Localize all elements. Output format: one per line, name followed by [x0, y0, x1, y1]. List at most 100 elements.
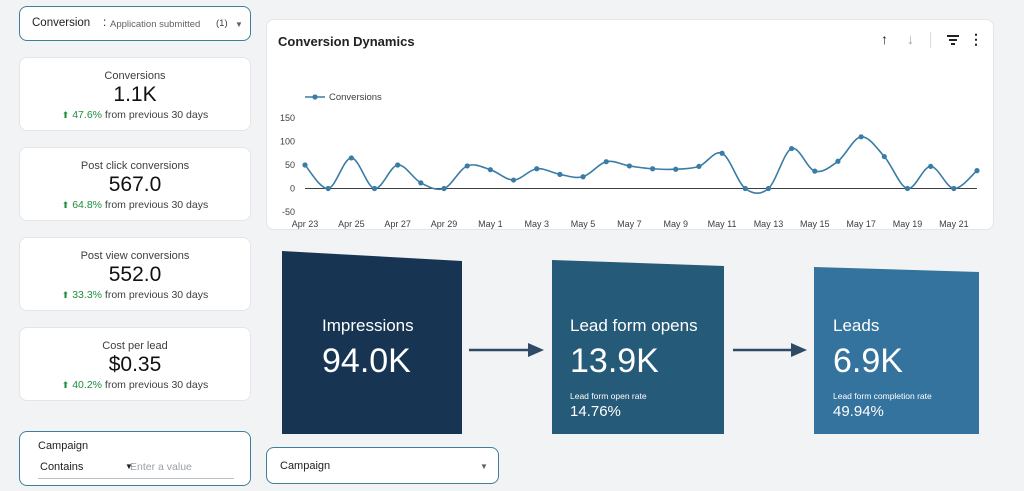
data-point — [904, 185, 911, 192]
kpi-label: Post view conversions — [80, 250, 190, 262]
kpi-card-post-view: Post view conversions 552.0 ⬆ 33.3% from… — [19, 237, 251, 311]
arrow-up-icon[interactable]: ↑ — [881, 31, 888, 47]
kpi-card-post-click: Post click conversions 567.0 ⬆ 64.8% fro… — [19, 147, 251, 221]
data-point — [557, 171, 563, 177]
x-tick-label: May 21 — [939, 219, 969, 229]
funnel-rate-value: 14.76% — [570, 403, 621, 420]
data-point — [881, 153, 887, 160]
funnel-stage-value: 6.9K — [833, 342, 903, 380]
x-tick-label: May 7 — [617, 219, 642, 229]
data-point — [603, 159, 609, 165]
y-tick-label: 100 — [280, 137, 295, 147]
y-tick-label: 0 — [290, 184, 295, 194]
funnel-stage-impressions: Impressions 94.0K — [322, 316, 414, 381]
data-point — [626, 163, 633, 169]
legend-label: Conversions — [329, 92, 382, 103]
x-tick-label: May 1 — [478, 219, 503, 229]
kpi-label: Post click conversions — [80, 160, 190, 172]
funnel-stage-value: 13.9K — [570, 342, 659, 380]
funnel-stage-lead-form-opens: Lead form opens 13.9K Lead form open rat… — [570, 316, 698, 420]
x-tick-label: Apr 27 — [384, 219, 411, 229]
data-point — [696, 163, 702, 170]
funnel-stage-title: Impressions — [322, 316, 414, 335]
kpi-delta: ⬆ 40.2% from previous 30 days — [61, 379, 209, 391]
data-point — [395, 162, 401, 168]
campaign-filter: Campaign Contains ▼ Enter a value — [19, 431, 251, 486]
arrow-right-icon — [469, 343, 544, 357]
data-point — [302, 162, 308, 168]
conversion-filter-label: Conversion — [32, 17, 91, 29]
filter-icon[interactable] — [947, 35, 959, 45]
data-point — [487, 167, 493, 173]
conversion-dynamics-chart: Conversion Dynamics ↑ ↓ ⋮ 150 100 50 0 -50 Ap… — [266, 19, 994, 230]
x-tick-label: May 13 — [754, 219, 784, 229]
data-point — [371, 185, 378, 192]
chart-title: Conversion Dynamics — [278, 34, 415, 49]
kpi-value: 567.0 — [108, 173, 162, 196]
data-point — [649, 166, 656, 172]
data-point — [441, 185, 447, 192]
x-tick-label: May 9 — [664, 219, 689, 229]
kpi-value: 1.1K — [113, 83, 157, 106]
data-point — [789, 145, 795, 152]
funnel-stage-title: Lead form opens — [570, 316, 698, 335]
kpi-card-cost-per-lead: Cost per lead $0.35 ⬆ 40.2% from previou… — [19, 327, 251, 401]
data-point — [534, 166, 540, 172]
kpi-label: Cost per lead — [102, 340, 168, 352]
x-tick-label: May 3 — [524, 219, 549, 229]
data-point — [742, 185, 748, 192]
chevron-down-icon[interactable]: ▼ — [235, 20, 243, 29]
funnel-rate-label: Lead form open rate — [570, 391, 647, 401]
more-vert-icon[interactable]: ⋮ — [969, 31, 983, 47]
campaign-dropdown[interactable]: Campaign ▼ — [266, 447, 499, 484]
data-point — [974, 168, 980, 174]
campaign-value-input[interactable]: Enter a value — [128, 458, 234, 479]
legend-marker — [312, 94, 318, 100]
arrow-up-icon: ⬆ — [61, 290, 70, 300]
x-tick-label: May 5 — [571, 219, 596, 229]
funnel-stage-leads: Leads 6.9K Lead form completion rate 49.… — [833, 316, 932, 420]
x-tick-label: Apr 29 — [431, 219, 458, 229]
kpi-delta: ⬆ 64.8% from previous 30 days — [61, 199, 209, 211]
x-tick-label: May 11 — [708, 219, 737, 229]
campaign-filter-label: Campaign — [38, 440, 89, 452]
data-point — [348, 155, 354, 161]
kpi-value: $0.35 — [108, 353, 162, 376]
operator-select[interactable]: Contains ▼ — [38, 458, 140, 479]
series-line — [304, 136, 978, 194]
arrow-up-icon: ⬆ — [61, 110, 70, 120]
data-point — [858, 134, 864, 140]
kpi-label: Conversions — [104, 70, 166, 82]
data-point — [719, 150, 725, 156]
data-point — [928, 163, 934, 170]
arrow-up-icon: ⬆ — [61, 200, 70, 210]
data-point — [325, 185, 331, 192]
chevron-down-icon: ▼ — [125, 462, 133, 471]
y-tick-label: -50 — [282, 207, 295, 217]
arrow-down-icon[interactable]: ↓ — [907, 31, 914, 47]
conversion-filter-count: (1) — [216, 18, 228, 29]
arrow-right-icon — [733, 343, 807, 357]
data-point — [418, 180, 424, 186]
funnel-rate-label: Lead form completion rate — [833, 391, 932, 401]
x-tick-label: May 15 — [800, 219, 830, 229]
x-tick-label: May 19 — [893, 219, 923, 229]
x-tick-label: May 17 — [846, 219, 876, 229]
data-point — [464, 163, 470, 169]
kpi-delta: ⬆ 33.3% from previous 30 days — [61, 289, 209, 301]
data-point — [673, 166, 679, 172]
data-point — [951, 185, 957, 192]
funnel-stage-title: Leads — [833, 316, 880, 335]
conversion-filter[interactable]: Conversion : Application submitted (1) ▼ — [19, 6, 251, 41]
data-point — [812, 168, 818, 174]
conversion-filter-value: Application submitted — [110, 19, 201, 30]
y-tick-label: 150 — [280, 113, 295, 123]
x-tick-label: Apr 25 — [338, 219, 365, 229]
x-tick-label: Apr 23 — [292, 219, 319, 229]
funnel-stage-value: 94.0K — [322, 342, 411, 380]
line-chart: 150 100 50 0 -50 Apr 23 Apr 25 Apr 27 Apr 29 May … — [280, 92, 980, 229]
data-point — [765, 185, 772, 192]
data-point — [580, 174, 586, 180]
arrow-up-icon: ⬆ — [61, 380, 70, 390]
chevron-down-icon: ▼ — [480, 462, 488, 471]
